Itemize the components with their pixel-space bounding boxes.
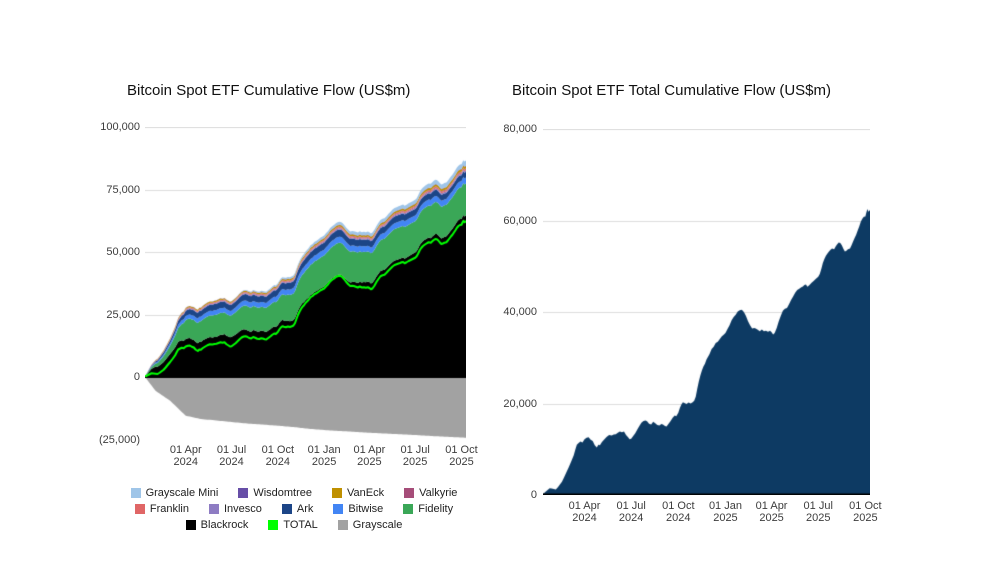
legend-color-swatch xyxy=(332,487,343,498)
legend-color-swatch xyxy=(209,503,219,514)
legend-row: Blackrock TOTAL Grayscale xyxy=(98,518,490,531)
y-tick-label: 20,000 xyxy=(503,397,537,410)
y-tick-label: 75,000 xyxy=(106,183,140,196)
y-tick-label: 80,000 xyxy=(503,123,537,135)
y-tick-label: (25,000) xyxy=(99,433,140,446)
legend-label: VanEck xyxy=(347,486,385,499)
legend-row: Franklin Invesco Ark Bitwise Fidelity xyxy=(98,502,490,515)
x-tick-label: 01 Jan 2025 xyxy=(307,444,341,468)
y-tick-label: 60,000 xyxy=(503,214,537,227)
x-tick-label: 01 Jul 2024 xyxy=(616,500,646,524)
legend-label: Bitwise xyxy=(348,502,384,515)
x-tick-label: 01 Oct 2024 xyxy=(662,500,695,524)
legend-item-blackrock: Blackrock xyxy=(185,518,249,531)
x-tick-label: 01 Oct 2025 xyxy=(445,444,478,468)
legend-color-swatch xyxy=(134,503,145,514)
legend-item-gmini: Grayscale Mini xyxy=(130,486,219,499)
x-tick-label: 01 Jul 2024 xyxy=(216,444,247,468)
total-cumulative-flow-plot-canvas xyxy=(543,129,870,495)
legend-item-valkyrie: Valkyrie xyxy=(404,486,457,499)
chart-legend: Grayscale Mini Wisdomtree VanEck Valkyrie Fr… xyxy=(98,486,490,531)
y-tick-label: 25,000 xyxy=(106,308,140,321)
legend-label: Grayscale xyxy=(352,518,403,531)
legend-item-wisdomtree: Wisdomtree xyxy=(238,486,312,499)
x-tick-label: 01 Apr 2024 xyxy=(568,500,601,524)
y-tick-label: 0 xyxy=(133,371,140,383)
x-tick-label: 01 Apr 2024 xyxy=(169,444,202,468)
x-tick-label: 01 Apr 2025 xyxy=(755,500,788,524)
left-chart-title: Bitcoin Spot ETF Cumulative Flow (US$m) xyxy=(127,82,411,99)
y-tick-label: 50,000 xyxy=(106,246,140,258)
legend-color-swatch xyxy=(268,519,279,530)
cumulative-flow-plot-canvas xyxy=(145,127,466,440)
legend-item-total: TOTAL xyxy=(268,518,318,531)
legend-color-swatch xyxy=(281,503,292,514)
legend-row: Grayscale Mini Wisdomtree VanEck Valkyrie xyxy=(98,486,490,499)
legend-item-ark: Ark xyxy=(281,502,314,515)
legend-label: Grayscale Mini xyxy=(145,486,219,499)
legend-item-invesco: Invesco xyxy=(209,502,262,515)
right-chart-title: Bitcoin Spot ETF Total Cumulative Flow (… xyxy=(512,82,831,99)
legend-color-swatch xyxy=(130,487,141,498)
legend-label: Valkyrie xyxy=(419,486,458,499)
legend-item-fidelity: Fidelity xyxy=(403,502,453,515)
legend-color-swatch xyxy=(337,519,348,530)
y-tick-label: 40,000 xyxy=(503,306,537,318)
legend-label: Ark xyxy=(296,502,314,515)
legend-label: Invesco xyxy=(224,502,262,515)
legend-label: Wisdomtree xyxy=(253,486,313,499)
legend-item-grayscale: Grayscale xyxy=(337,518,403,531)
legend-item-franklin: Franklin xyxy=(134,502,189,515)
legend-color-swatch xyxy=(404,487,415,498)
legend-color-swatch xyxy=(185,519,196,530)
legend-label: TOTAL xyxy=(283,518,318,531)
legend-color-swatch xyxy=(403,503,414,514)
legend-color-swatch xyxy=(333,503,344,514)
legend-label: Blackrock xyxy=(200,518,249,531)
x-tick-label: 01 Oct 2025 xyxy=(849,500,882,524)
x-tick-label: 01 Oct 2024 xyxy=(261,444,295,468)
legend-label: Franklin xyxy=(149,502,189,515)
legend-label: Fidelity xyxy=(418,502,454,515)
y-tick-label: 0 xyxy=(530,489,537,501)
legend-item-bitwise: Bitwise xyxy=(333,502,383,515)
x-tick-label: 01 Jul 2025 xyxy=(400,444,430,468)
x-tick-label: 01 Apr 2025 xyxy=(353,444,386,468)
x-tick-label: 01 Jan 2025 xyxy=(708,500,742,524)
legend-color-swatch xyxy=(238,487,249,498)
y-tick-label: 100,000 xyxy=(100,121,140,133)
legend-item-vaneck: VanEck xyxy=(332,486,384,499)
x-tick-label: 01 Jul 2025 xyxy=(803,500,833,524)
